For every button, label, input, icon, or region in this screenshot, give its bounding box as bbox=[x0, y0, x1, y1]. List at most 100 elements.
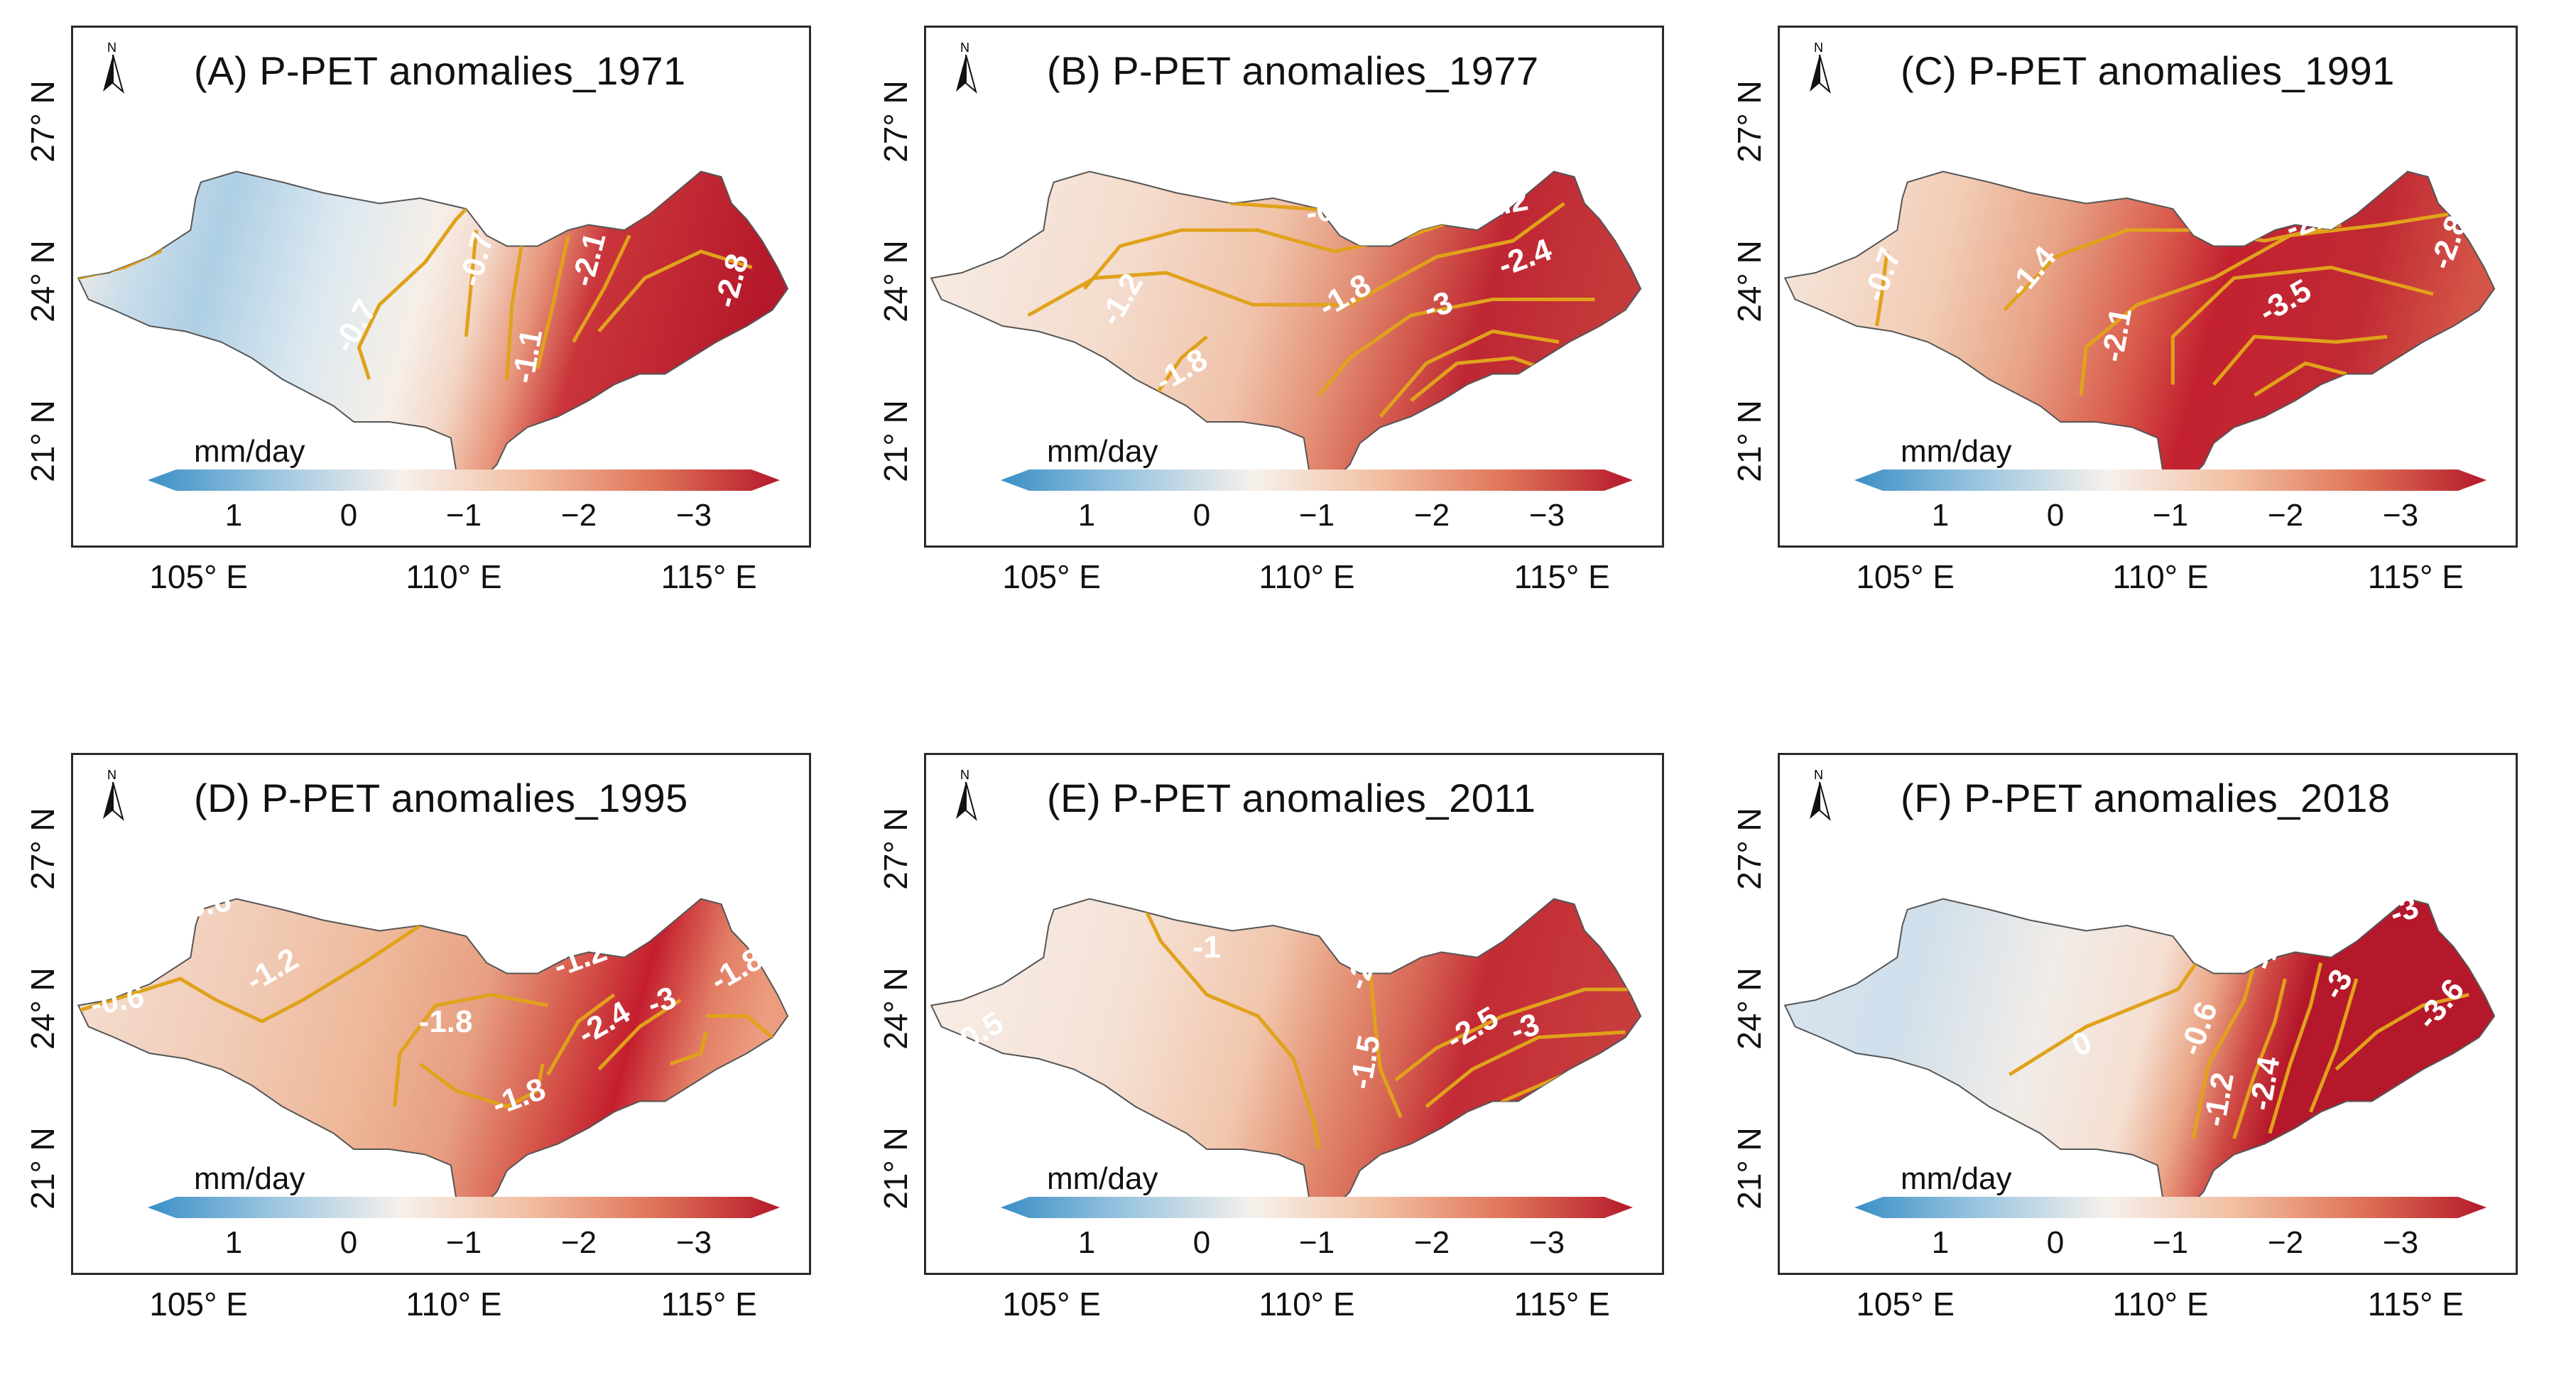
colorbar-tick-label: −3 bbox=[1528, 498, 1565, 533]
study-region bbox=[77, 898, 789, 1215]
map-svg: 0 -0.6-1.2-1.8-2.4-3 -3.6-3 bbox=[1783, 889, 2496, 1215]
map-svg: -0.6-0.6-1.2-1.8-1.8-1.2-2.4 -3-1.8 bbox=[77, 883, 789, 1215]
north-letter: N bbox=[960, 768, 969, 782]
panel-title: (C) P-PET anomalies_1991 bbox=[1901, 48, 2395, 93]
contour-line bbox=[2191, 962, 2256, 1139]
colorbar-tick-label: −2 bbox=[1413, 1225, 1450, 1260]
colorbar-tick-label: 1 bbox=[1077, 498, 1096, 533]
x-axis-tick-label: 105° E bbox=[149, 1286, 248, 1323]
x-axis-tick-label: 105° E bbox=[149, 558, 248, 595]
study-region bbox=[77, 170, 789, 487]
colorbar-tick-label: 0 bbox=[339, 498, 358, 533]
y-axis-tick-label: 21° N bbox=[24, 400, 61, 482]
x-axis-tick-label: 110° E bbox=[406, 558, 502, 595]
y-axis-tick-label: 24° N bbox=[877, 240, 914, 322]
x-axis-tick-label: 115° E bbox=[1513, 1286, 1610, 1323]
x-axis-tick-label: 105° E bbox=[1856, 1286, 1955, 1323]
colorbar bbox=[148, 1197, 780, 1218]
contour-line bbox=[393, 992, 548, 1107]
map-svg: -0.7 -1.4-2.1-2.8 -2.8-3.5 bbox=[1783, 170, 2496, 487]
colorbar-tick-label: 0 bbox=[2046, 498, 2065, 533]
contour-line bbox=[2212, 335, 2388, 386]
x-axis-tick-label: 110° E bbox=[1259, 1286, 1355, 1323]
contour-line bbox=[215, 923, 422, 1024]
contour-line bbox=[2335, 993, 2469, 1071]
colorbar-unit: mm/day bbox=[1901, 434, 2012, 469]
contour-line bbox=[78, 977, 217, 1013]
north-letter: N bbox=[960, 40, 969, 55]
y-axis-tick-label: 21° N bbox=[1731, 400, 1768, 482]
contour-line bbox=[357, 197, 478, 380]
y-axis-tick-label: 21° N bbox=[877, 400, 914, 482]
colorbar-tick-label: 0 bbox=[339, 1225, 358, 1260]
y-axis-tick-label: 24° N bbox=[1731, 240, 1768, 322]
north-arrow-icon: N bbox=[99, 40, 127, 97]
map-svg: 0-0.6-1.2-1.2-1.8-1.8-2.4-3 bbox=[930, 165, 1642, 487]
colorbar-unit: mm/day bbox=[194, 434, 305, 469]
study-region bbox=[930, 170, 1642, 487]
panel-title: (A) P-PET anomalies_1971 bbox=[194, 48, 686, 93]
y-axis-tick-label: 27° N bbox=[1731, 808, 1768, 890]
contour-label: -1.8 bbox=[419, 1004, 473, 1039]
contour-line bbox=[464, 229, 479, 337]
colorbar-tick-label: 1 bbox=[224, 498, 243, 533]
contour-line bbox=[1410, 356, 1545, 402]
contour-line bbox=[1154, 335, 1208, 396]
contour-line bbox=[505, 240, 524, 380]
contour-line bbox=[2232, 978, 2287, 1139]
y-axis-tick-label: 27° N bbox=[24, 808, 61, 890]
contour-line bbox=[706, 1014, 774, 1039]
y-axis-tick-label: 24° N bbox=[24, 240, 61, 322]
colorbar-tick-label: −2 bbox=[560, 498, 597, 533]
map-panel-D: -0.6 -0.6 -1.2 -1.8 -1.8 -1.2 -2.4 -3 -1.8 N (D) P… bbox=[71, 753, 811, 1275]
colorbar-tick-label: −1 bbox=[445, 498, 482, 533]
panel-title: (E) P-PET anomalies_2011 bbox=[1047, 776, 1536, 820]
colorbar bbox=[1854, 1197, 2487, 1218]
north-letter: N bbox=[107, 40, 116, 55]
x-axis-tick-label: 105° E bbox=[1002, 1286, 1101, 1323]
colorbar-tick-label: −1 bbox=[1298, 1225, 1335, 1260]
colorbar bbox=[1854, 469, 2487, 491]
colorbar-tick-label: −3 bbox=[2382, 498, 2419, 533]
y-axis-tick-label: 27° N bbox=[877, 808, 914, 890]
x-axis-tick-label: 115° E bbox=[2367, 558, 2464, 595]
colorbar-tick-label: 0 bbox=[2046, 1225, 2065, 1260]
contour-line bbox=[1425, 1030, 1626, 1108]
contour-line bbox=[2170, 265, 2434, 385]
map-panel-E: -0.5 -1 -2 -1.5 -2.5 -3 -2 N (E) P-PET anomalies… bbox=[924, 753, 1664, 1275]
y-axis-tick-label: 27° N bbox=[24, 80, 61, 163]
contour-line bbox=[2309, 978, 2359, 1113]
contour-line bbox=[669, 1031, 708, 1066]
north-letter: N bbox=[107, 768, 116, 782]
colorbar-tick-label: −3 bbox=[2382, 1225, 2419, 1260]
y-axis-tick-label: 24° N bbox=[1731, 967, 1768, 1050]
x-axis-tick-label: 115° E bbox=[2367, 1286, 2464, 1323]
x-axis-tick-label: 110° E bbox=[2112, 1286, 2209, 1323]
colorbar-tick-label: −3 bbox=[1528, 1225, 1565, 1260]
x-axis-tick-label: 110° E bbox=[1259, 558, 1355, 595]
y-axis-tick-label: 24° N bbox=[24, 967, 61, 1050]
north-letter: N bbox=[1814, 768, 1823, 782]
contour-line bbox=[2253, 361, 2347, 397]
contour-line bbox=[536, 234, 570, 369]
y-axis-tick-label: 27° N bbox=[1731, 80, 1768, 163]
colorbar bbox=[1001, 469, 1633, 491]
north-arrow-icon: N bbox=[99, 768, 127, 825]
colorbar-tick-label: 0 bbox=[1192, 1225, 1211, 1260]
colorbar-tick-label: 1 bbox=[1077, 1225, 1096, 1260]
colorbar-unit: mm/day bbox=[194, 1161, 305, 1196]
x-axis-tick-label: 115° E bbox=[1513, 558, 1610, 595]
panel-title: (F) P-PET anomalies_2018 bbox=[1901, 776, 2391, 820]
contour-line bbox=[597, 249, 753, 333]
north-arrow-icon: N bbox=[1805, 40, 1834, 97]
study-region bbox=[1783, 170, 2496, 487]
map-panel-B: 0 -0.6 -1.2 -1.2 -1.8 -1.8 -2.4 -3 N (B) P-PET an… bbox=[924, 26, 1664, 548]
colorbar-unit: mm/day bbox=[1047, 1161, 1158, 1196]
y-axis-tick-label: 21° N bbox=[1731, 1127, 1768, 1210]
colorbar-tick-label: −3 bbox=[675, 1225, 712, 1260]
colorbar-tick-label: −1 bbox=[1298, 498, 1335, 533]
y-axis-tick-label: 27° N bbox=[877, 80, 914, 163]
north-arrow-icon: N bbox=[952, 768, 980, 825]
panel-title: (B) P-PET anomalies_1977 bbox=[1047, 48, 1539, 93]
contour-line bbox=[572, 234, 631, 343]
